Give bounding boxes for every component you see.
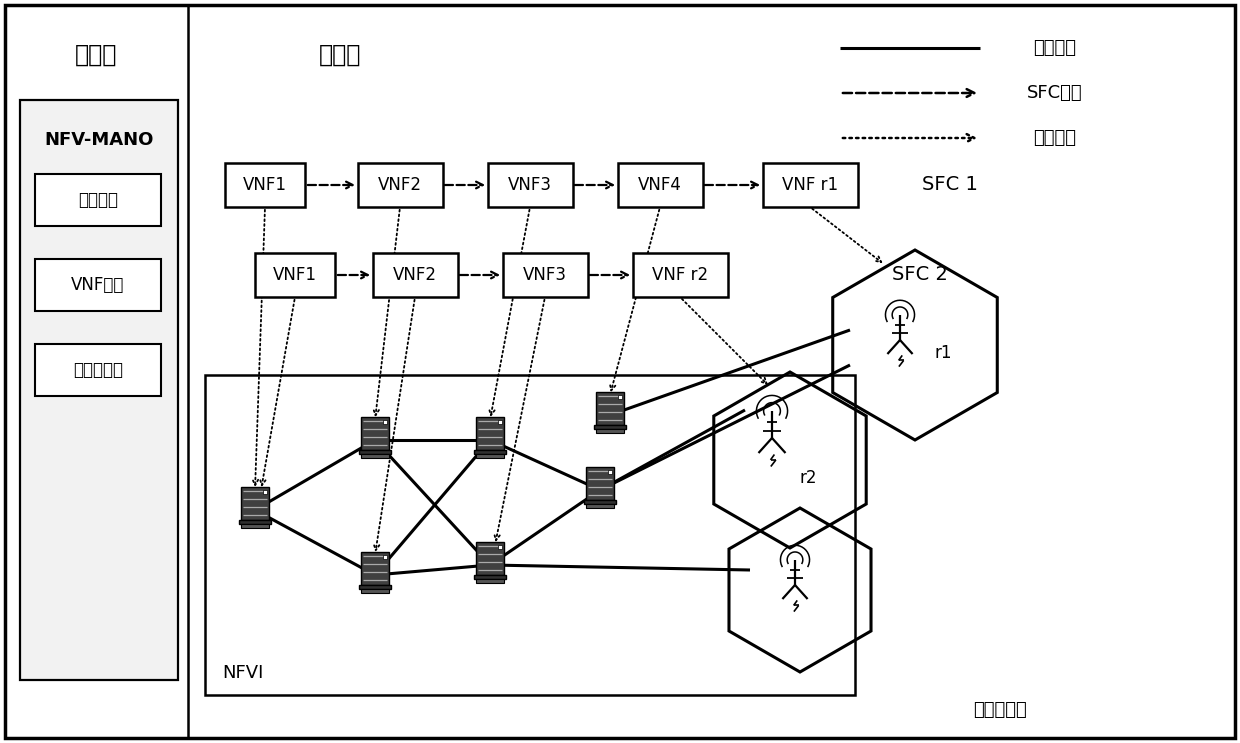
Bar: [255, 253, 335, 297]
Bar: [383, 555, 387, 559]
Text: VNF3: VNF3: [508, 176, 552, 194]
Text: 负载均衡: 负载均衡: [78, 191, 118, 209]
Bar: [498, 545, 502, 549]
Bar: [489, 163, 573, 207]
Text: NFV-MANO: NFV-MANO: [45, 131, 154, 149]
Text: NFVI: NFVI: [222, 664, 264, 682]
Bar: [476, 579, 503, 583]
Text: 物理链路: 物理链路: [1033, 39, 1076, 57]
Bar: [361, 454, 389, 458]
Text: SFC 2: SFC 2: [892, 265, 947, 285]
Bar: [476, 454, 503, 458]
Bar: [224, 163, 305, 207]
Bar: [596, 392, 624, 424]
Bar: [360, 450, 391, 454]
Bar: [35, 174, 161, 226]
Bar: [360, 585, 391, 589]
Bar: [594, 424, 626, 429]
Text: SFC链路: SFC链路: [1027, 84, 1083, 102]
Bar: [373, 253, 458, 297]
Bar: [35, 259, 161, 311]
Text: VNF迁移: VNF迁移: [72, 276, 125, 294]
Bar: [587, 504, 614, 508]
Text: VNF1: VNF1: [243, 176, 286, 194]
Text: VNF1: VNF1: [273, 266, 317, 284]
Bar: [361, 418, 389, 450]
Bar: [587, 467, 614, 499]
Bar: [618, 163, 703, 207]
Bar: [383, 421, 387, 424]
Bar: [358, 163, 443, 207]
Text: r2: r2: [800, 469, 817, 487]
Bar: [618, 395, 622, 399]
Text: VNF r2: VNF r2: [652, 266, 708, 284]
Text: 资源重配置: 资源重配置: [73, 361, 123, 379]
Bar: [476, 542, 503, 574]
Text: VNF4: VNF4: [639, 176, 682, 194]
Bar: [474, 574, 506, 579]
Bar: [361, 589, 389, 593]
Text: 无线接入网: 无线接入网: [973, 701, 1027, 719]
Bar: [361, 552, 389, 585]
Text: VNF r1: VNF r1: [782, 176, 838, 194]
Text: VNF2: VNF2: [393, 266, 436, 284]
Bar: [474, 450, 506, 454]
Text: SFC 1: SFC 1: [923, 175, 978, 195]
Bar: [498, 421, 502, 424]
Bar: [239, 519, 272, 524]
Bar: [263, 490, 267, 494]
Bar: [241, 487, 269, 519]
Bar: [241, 524, 269, 528]
Bar: [20, 100, 179, 680]
Bar: [596, 429, 624, 433]
Bar: [584, 499, 616, 504]
Bar: [35, 344, 161, 396]
Text: 控制面: 控制面: [74, 43, 118, 67]
Bar: [503, 253, 588, 297]
Text: 映射关系: 映射关系: [1033, 129, 1076, 147]
Text: VNF3: VNF3: [523, 266, 567, 284]
Text: 数据面: 数据面: [319, 43, 361, 67]
Bar: [205, 375, 856, 695]
Text: r1: r1: [934, 344, 952, 362]
Bar: [632, 253, 728, 297]
Text: VNF2: VNF2: [378, 176, 422, 194]
Bar: [763, 163, 858, 207]
Bar: [608, 470, 613, 474]
Bar: [476, 418, 503, 450]
